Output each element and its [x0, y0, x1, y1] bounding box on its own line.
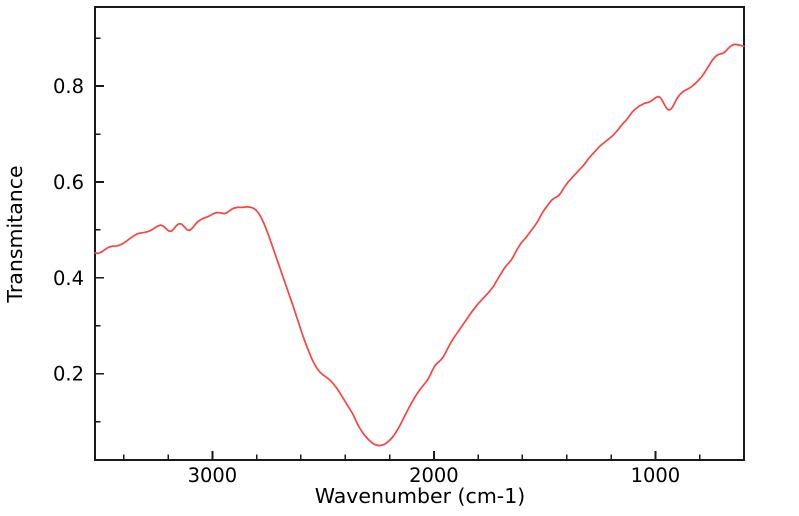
x-tick-label: 2000 — [409, 464, 459, 487]
plot-frame — [93, 5, 746, 462]
y-tick-label: 0.2 — [53, 363, 84, 386]
y-axis-ticks — [95, 37, 104, 423]
plot-border — [93, 5, 746, 462]
y-axis-title: Transmitance — [3, 165, 27, 303]
x-axis-ticks — [123, 451, 745, 460]
spectrum-trace — [94, 43, 745, 447]
x-tick-label: 1000 — [631, 464, 681, 487]
y-axis-tick-labels: 0.2 0.4 0.6 0.8 — [53, 75, 84, 386]
x-tick-label: 3000 — [188, 464, 238, 487]
y-tick-label: 0.4 — [53, 267, 84, 290]
y-tick-label: 0.6 — [53, 171, 84, 194]
x-axis-tick-labels: 3000 2000 1000 — [188, 464, 681, 487]
x-axis-title: Wavenumber (cm-1) — [315, 484, 525, 508]
y-tick-label: 0.8 — [53, 75, 84, 98]
